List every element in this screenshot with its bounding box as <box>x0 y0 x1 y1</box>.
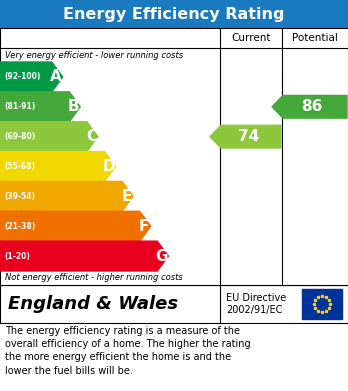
Polygon shape <box>210 125 281 148</box>
Text: Not energy efficient - higher running costs: Not energy efficient - higher running co… <box>5 273 183 283</box>
Polygon shape <box>0 181 133 211</box>
Text: G: G <box>156 249 168 264</box>
Text: (21-38): (21-38) <box>4 222 35 231</box>
Text: (92-100): (92-100) <box>4 72 40 81</box>
Text: The energy efficiency rating is a measure of the
overall efficiency of a home. T: The energy efficiency rating is a measur… <box>5 326 251 376</box>
Polygon shape <box>0 152 116 181</box>
Polygon shape <box>272 95 347 118</box>
Polygon shape <box>0 62 63 92</box>
Text: C: C <box>86 129 97 144</box>
Text: (55-68): (55-68) <box>4 162 35 171</box>
Polygon shape <box>0 211 151 241</box>
Text: (69-80): (69-80) <box>4 132 35 141</box>
Text: F: F <box>139 219 149 234</box>
Text: E: E <box>121 189 132 204</box>
Text: (1-20): (1-20) <box>4 251 30 260</box>
Text: England & Wales: England & Wales <box>8 295 178 313</box>
Text: Current: Current <box>231 33 271 43</box>
Text: D: D <box>103 159 115 174</box>
Polygon shape <box>0 92 80 122</box>
Polygon shape <box>0 241 168 271</box>
Bar <box>0 28 348 285</box>
Text: (81-91): (81-91) <box>4 102 35 111</box>
Text: Very energy efficient - lower running costs: Very energy efficient - lower running co… <box>5 50 183 59</box>
Text: (39-54): (39-54) <box>4 192 35 201</box>
Text: Potential: Potential <box>292 33 338 43</box>
Text: 86: 86 <box>302 99 323 114</box>
Text: A: A <box>50 70 62 84</box>
Text: Energy Efficiency Rating: Energy Efficiency Rating <box>63 7 285 22</box>
Polygon shape <box>0 122 98 152</box>
Bar <box>0 0 348 28</box>
Bar <box>302 289 342 319</box>
Text: EU Directive
2002/91/EC: EU Directive 2002/91/EC <box>226 293 286 315</box>
Text: B: B <box>68 99 80 114</box>
Text: 74: 74 <box>238 129 259 144</box>
Bar <box>0 285 348 323</box>
